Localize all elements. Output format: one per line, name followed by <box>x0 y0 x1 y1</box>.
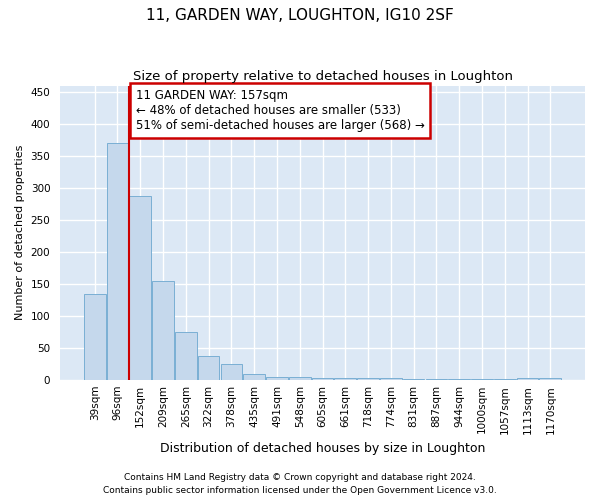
Text: 11, GARDEN WAY, LOUGHTON, IG10 2SF: 11, GARDEN WAY, LOUGHTON, IG10 2SF <box>146 8 454 22</box>
Bar <box>471 379 493 380</box>
Bar <box>334 378 356 380</box>
Bar <box>198 356 220 380</box>
Bar <box>84 294 106 380</box>
Title: Size of property relative to detached houses in Loughton: Size of property relative to detached ho… <box>133 70 512 83</box>
Bar <box>152 281 174 380</box>
Bar <box>380 378 401 380</box>
Bar <box>311 378 334 380</box>
X-axis label: Distribution of detached houses by size in Loughton: Distribution of detached houses by size … <box>160 442 485 455</box>
Bar <box>244 374 265 380</box>
Text: Contains HM Land Registry data © Crown copyright and database right 2024.
Contai: Contains HM Land Registry data © Crown c… <box>103 474 497 495</box>
Bar <box>107 143 128 380</box>
Bar <box>539 378 561 380</box>
Bar <box>289 377 311 380</box>
Bar <box>403 379 424 380</box>
Bar <box>425 379 447 380</box>
Bar <box>357 378 379 380</box>
Bar <box>448 379 470 380</box>
Bar <box>130 196 151 380</box>
Bar <box>266 377 288 380</box>
Bar <box>517 378 538 380</box>
Y-axis label: Number of detached properties: Number of detached properties <box>15 145 25 320</box>
Bar <box>221 364 242 380</box>
Bar <box>494 379 515 380</box>
Bar <box>175 332 197 380</box>
Text: 11 GARDEN WAY: 157sqm
← 48% of detached houses are smaller (533)
51% of semi-det: 11 GARDEN WAY: 157sqm ← 48% of detached … <box>136 89 425 132</box>
